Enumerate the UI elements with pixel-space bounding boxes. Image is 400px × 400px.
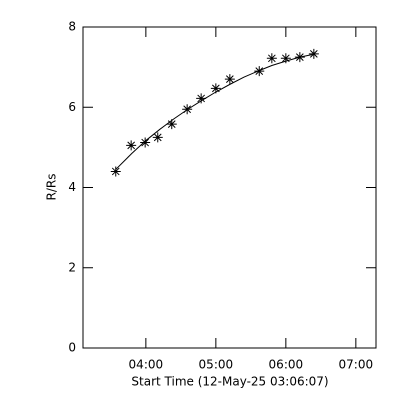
- y-tick-label: 2: [68, 260, 76, 274]
- y-tick-label: 6: [68, 100, 76, 114]
- y-axis-label: R/Rs: [45, 174, 59, 201]
- y-tick-label: 8: [68, 20, 76, 34]
- asterisk-point: [280, 53, 291, 64]
- x-tick-label: 06:00: [269, 358, 304, 372]
- x-tick-label: 04:00: [129, 358, 164, 372]
- fit-line: [115, 53, 314, 170]
- asterisk-point: [196, 93, 207, 104]
- asterisk-point: [308, 48, 319, 59]
- x-axis-label: Start Time (12-May-25 03:06:07): [131, 375, 328, 389]
- asterisk-point: [140, 137, 151, 148]
- y-tick-label: 4: [68, 180, 76, 194]
- asterisk-point: [152, 132, 163, 143]
- asterisk-point: [254, 66, 265, 77]
- asterisk-point: [110, 166, 121, 177]
- asterisk-point: [210, 83, 221, 94]
- asterisk-point: [126, 140, 137, 151]
- y-tick-label: 0: [68, 341, 76, 355]
- x-tick-label: 05:00: [199, 358, 234, 372]
- asterisk-point: [224, 74, 235, 85]
- asterisk-point: [266, 53, 277, 64]
- x-tick-label: 07:00: [339, 358, 374, 372]
- asterisk-point: [166, 119, 177, 130]
